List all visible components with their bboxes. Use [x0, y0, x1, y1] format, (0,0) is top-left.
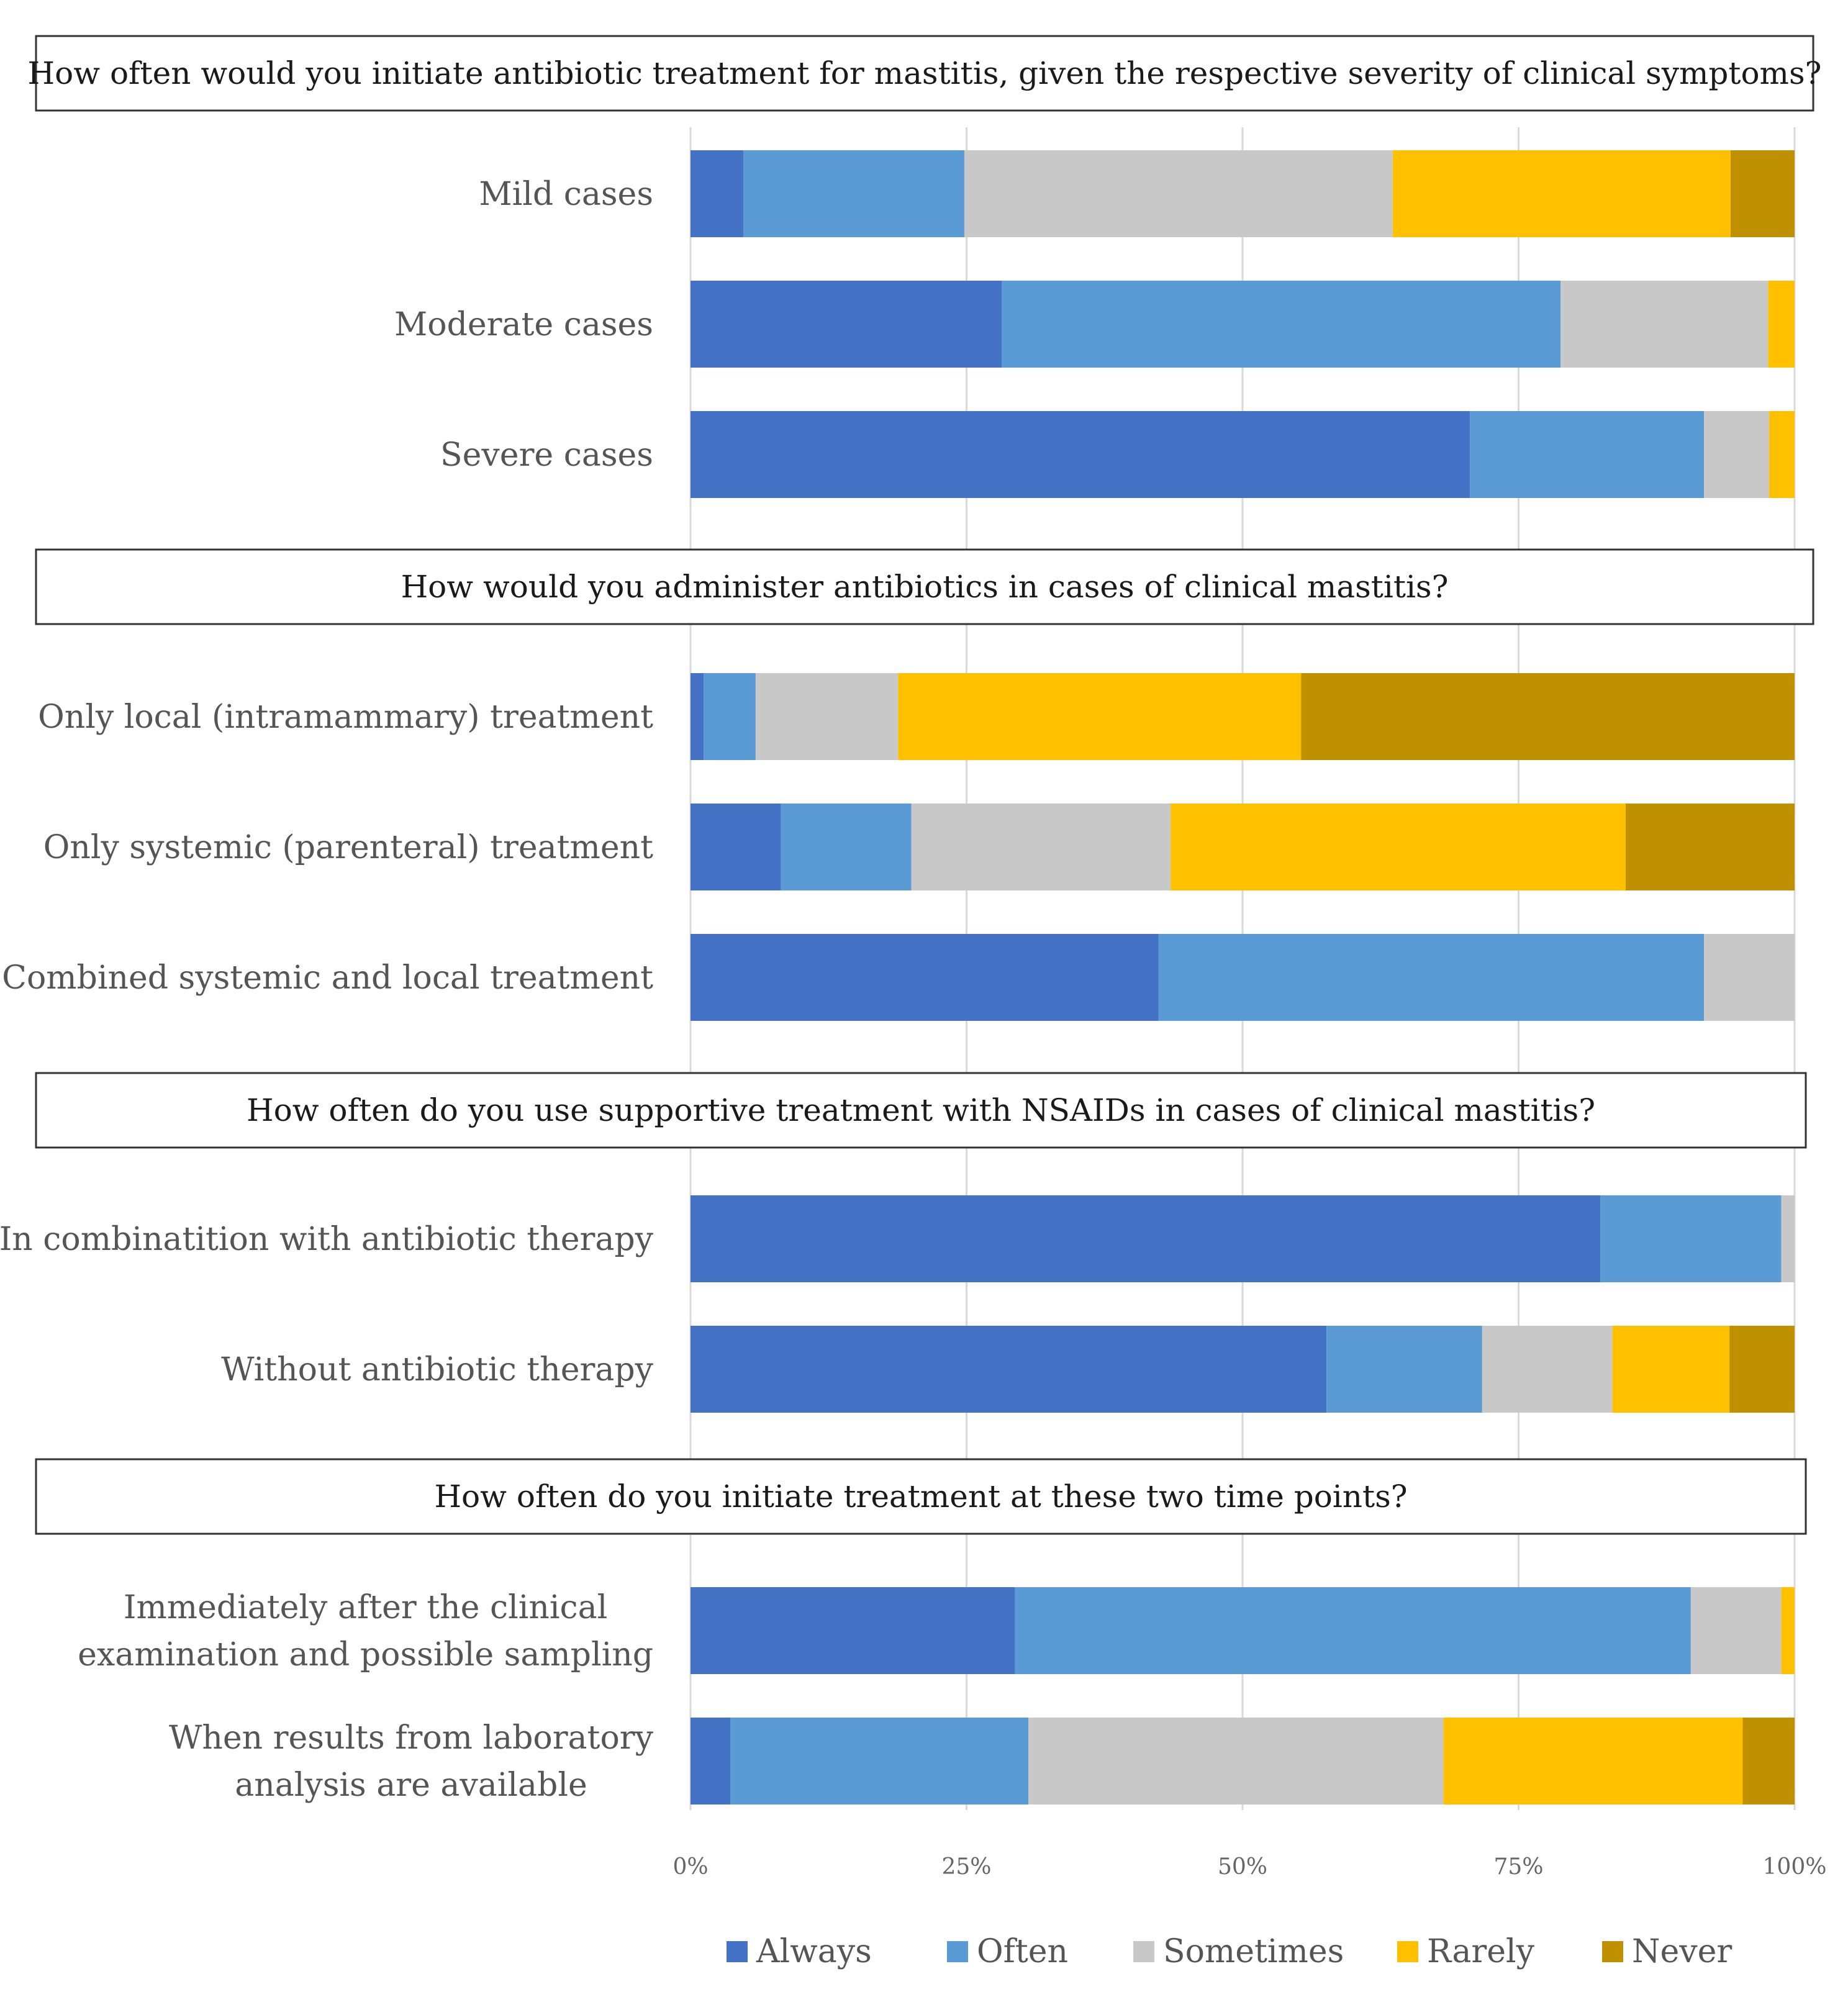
- bar-segment-sometimes: [1028, 1718, 1444, 1805]
- bar-segment-never: [1301, 673, 1795, 760]
- legend: Always Often Sometimes Rarely Never: [727, 1933, 1732, 1970]
- bar-segment-always: [691, 150, 744, 237]
- bar-segment-often: [1158, 934, 1705, 1021]
- question-box-1: [35, 35, 1814, 112]
- bar-segment-rarely: [898, 673, 1302, 760]
- bar-segment-rarely: [1443, 1718, 1743, 1805]
- x-axis-ticks: 0% 25% 50% 75% 100%: [673, 1854, 1826, 1880]
- question-title-3: How often do you use supportive treatmen…: [247, 1092, 1595, 1128]
- x-tick-label: 100%: [1763, 1854, 1827, 1880]
- bar-segment-often: [743, 150, 964, 237]
- question-boxes: How often would you initiate antibiotic …: [28, 35, 1822, 1535]
- bar-segment-often: [1600, 1195, 1782, 1282]
- row-label: Immediately after the clinical: [124, 1589, 607, 1626]
- legend-swatch-never: [1602, 1941, 1623, 1962]
- bar-segment-always: [691, 1718, 731, 1805]
- bar-segment-rarely: [1612, 1326, 1730, 1413]
- bar-segment-always: [691, 673, 704, 760]
- bar-segment-often: [1326, 1326, 1482, 1413]
- legend-label-often: Often: [977, 1933, 1068, 1970]
- question-title-1: How often would you initiate antibiotic …: [28, 55, 1822, 91]
- bar-segment-never: [1730, 150, 1795, 237]
- bar-segment-sometimes: [911, 804, 1171, 890]
- legend-label-sometimes: Sometimes: [1163, 1933, 1344, 1970]
- row-labels: Mild cases Moderate cases Severe cases Only…: [0, 176, 654, 1804]
- bar-segment-rarely: [1769, 411, 1795, 498]
- bar-segment-always: [691, 1195, 1601, 1282]
- legend-swatch-often: [947, 1941, 968, 1962]
- row-label: Without antibiotic therapy: [221, 1351, 654, 1388]
- row-label: Moderate cases: [394, 306, 653, 343]
- x-tick-label: 25%: [941, 1854, 991, 1880]
- legend-swatch-always: [727, 1941, 748, 1962]
- bar-segment-never: [1729, 1326, 1795, 1413]
- bar-segment-rarely: [1781, 1587, 1795, 1674]
- question-box-4: [35, 1458, 1807, 1535]
- bar-segment-often: [730, 1718, 1029, 1805]
- bar-segment-often: [781, 804, 912, 890]
- bar-segment-often: [704, 673, 756, 760]
- bar-segment-sometimes: [1482, 1326, 1613, 1413]
- row-label: Combined systemic and local treatment: [2, 959, 653, 997]
- row-label: analysis are available: [235, 1767, 587, 1804]
- legend-label-rarely: Rarely: [1427, 1933, 1535, 1970]
- bar-segment-sometimes: [1704, 934, 1795, 1021]
- bar-segment-often: [1002, 281, 1561, 368]
- bar-segment-always: [691, 1587, 1015, 1674]
- legend-swatch-rarely: [1397, 1941, 1418, 1962]
- bar-segment-sometimes: [1690, 1587, 1782, 1674]
- legend-label-never: Never: [1632, 1933, 1732, 1970]
- bar-segment-sometimes: [1781, 1195, 1795, 1282]
- bar-segment-sometimes: [755, 673, 899, 760]
- bar-segment-rarely: [1171, 804, 1626, 890]
- row-label: Mild cases: [479, 176, 653, 213]
- bar-segment-sometimes: [964, 150, 1393, 237]
- bar-segment-never: [1625, 804, 1795, 890]
- x-tick-label: 0%: [673, 1854, 708, 1880]
- bar-segment-always: [691, 1326, 1327, 1413]
- bar-segment-rarely: [1768, 281, 1795, 368]
- bar-segment-rarely: [1392, 150, 1731, 237]
- legend-label-always: Always: [756, 1933, 872, 1970]
- row-label: examination and possible sampling: [78, 1636, 653, 1673]
- bar-segment-always: [691, 281, 1002, 368]
- row-label: In combinatition with antibiotic therapy: [0, 1221, 654, 1258]
- bar-segment-always: [691, 804, 781, 890]
- row-label: Only local (intramammary) treatment: [38, 699, 653, 736]
- question-title-2: How would you administer antibiotics in …: [401, 569, 1449, 605]
- bar-segment-always: [691, 934, 1159, 1021]
- legend-swatch-sometimes: [1133, 1941, 1154, 1962]
- bar-segment-never: [1742, 1718, 1795, 1805]
- question-box-2: [35, 548, 1814, 625]
- bar-segment-sometimes: [1560, 281, 1769, 368]
- bar-segment-often: [1015, 1587, 1691, 1674]
- row-label: Severe cases: [440, 437, 653, 474]
- row-label: When results from laboratory: [169, 1719, 654, 1757]
- bar-segment-always: [691, 411, 1470, 498]
- row-label: Only systemic (parenteral) treatment: [43, 829, 653, 866]
- bars-layer: [691, 150, 1795, 1805]
- x-tick-label: 75%: [1493, 1854, 1543, 1880]
- x-tick-label: 50%: [1218, 1854, 1267, 1880]
- bar-segment-sometimes: [1704, 411, 1770, 498]
- question-title-4: How often do you initiate treatment at t…: [434, 1479, 1407, 1515]
- bar-segment-often: [1470, 411, 1705, 498]
- question-box-3: [35, 1072, 1807, 1149]
